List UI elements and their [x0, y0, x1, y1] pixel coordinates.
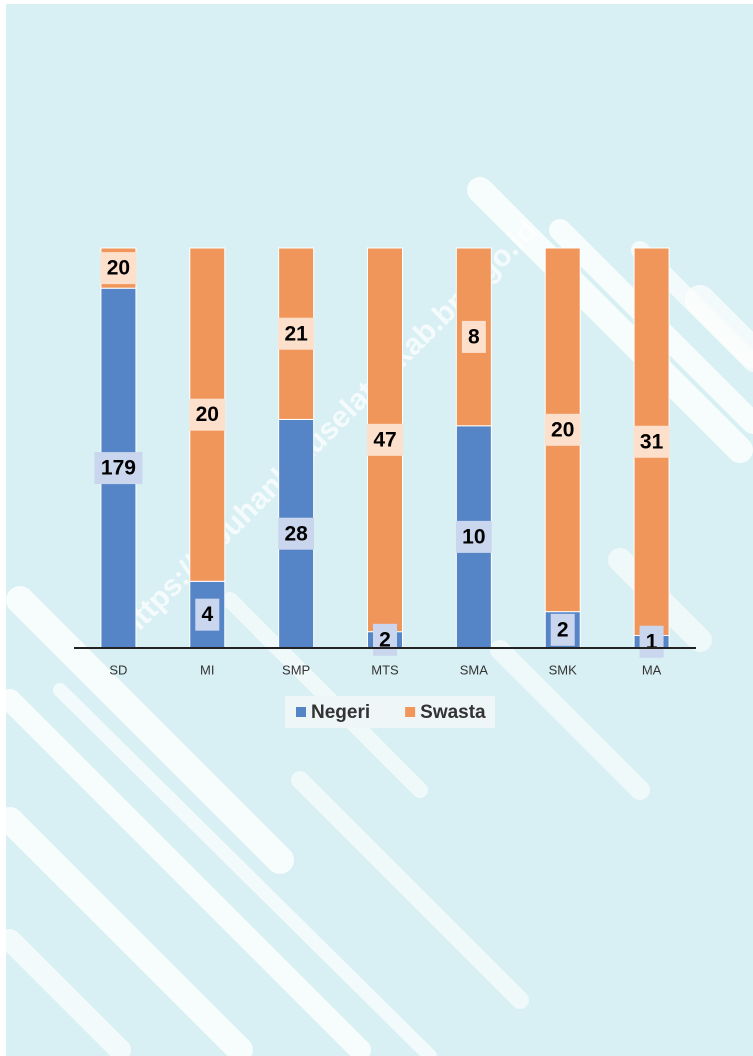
data-label-bg: [461, 320, 486, 353]
legend-label: Negeri: [311, 702, 370, 723]
x-tick-label: MTS: [371, 662, 399, 677]
data-label-bg: [278, 517, 315, 550]
data-label: 2: [557, 618, 569, 641]
legend-bg: [285, 696, 495, 728]
legend-swatch: [296, 707, 306, 717]
data-label-bg: [639, 625, 664, 658]
data-label: 21: [284, 322, 308, 345]
x-tick-label: MI: [200, 662, 214, 677]
data-label-bg: [367, 423, 403, 456]
data-label-bg: [94, 452, 143, 485]
x-tick-label: MA: [642, 662, 662, 677]
data-label-bg: [633, 425, 670, 458]
x-tick-label: SMA: [460, 662, 489, 677]
data-label-bg: [100, 252, 137, 285]
data-label: 4: [201, 603, 213, 626]
data-label: 2: [379, 628, 391, 651]
data-label: 28: [284, 522, 308, 545]
data-label: 20: [551, 418, 574, 441]
data-label: 8: [468, 325, 480, 348]
x-tick-label: SD: [109, 662, 127, 677]
legend-label: Swasta: [420, 702, 486, 723]
data-label: 1: [646, 630, 658, 653]
plot: 179 20 SD 4 20 MI 28 21 SMP 2 47 MTS 10 8 SMA 2 20 SMK 1 31…: [74, 247, 696, 728]
x-tick-label: SMP: [282, 662, 310, 677]
data-label-bg: [195, 598, 220, 631]
data-label-bg: [189, 398, 226, 431]
data-label: 10: [462, 525, 485, 548]
data-label-bg: [550, 613, 575, 646]
data-label-bg: [373, 623, 397, 656]
data-label: 20: [107, 257, 130, 280]
data-label: 20: [196, 403, 219, 426]
legend-swatch: [405, 707, 416, 717]
data-label-bg: [544, 413, 581, 446]
data-label: 179: [101, 457, 136, 480]
data-label: 31: [640, 430, 664, 453]
x-tick-label: SMK: [549, 662, 578, 677]
data-label-bg: [455, 520, 492, 553]
data-label: 47: [373, 428, 396, 451]
data-label-bg: [278, 317, 315, 350]
